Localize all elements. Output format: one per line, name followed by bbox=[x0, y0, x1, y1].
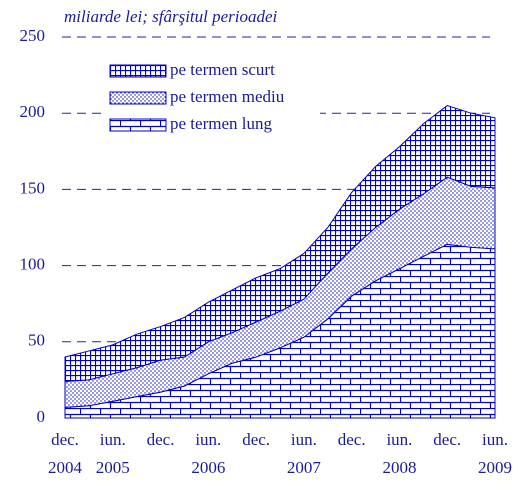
x-year-label: 2008 bbox=[382, 458, 416, 477]
x-year-label: 2007 bbox=[287, 458, 322, 477]
x-tick-label: iun. bbox=[195, 430, 221, 449]
area bbox=[64, 105, 496, 382]
y-tick-label: 150 bbox=[20, 178, 46, 197]
x-tick-label: dec. bbox=[242, 430, 270, 449]
x-tick-label: dec. bbox=[51, 430, 79, 449]
x-tick-label: dec. bbox=[147, 430, 175, 449]
y-tick-label: 0 bbox=[37, 407, 46, 426]
y-tick-label: 100 bbox=[20, 255, 46, 274]
legend-label: pe termen scurt bbox=[170, 60, 275, 79]
x-tick-label: iun. bbox=[386, 430, 412, 449]
x-year-label: 2009 bbox=[478, 458, 512, 477]
x-year-label: 2005 bbox=[96, 458, 130, 477]
x-tick-label: dec. bbox=[338, 430, 366, 449]
legend-swatch bbox=[109, 91, 167, 105]
x-year-label: 2004 bbox=[48, 458, 83, 477]
legend-label: pe termen lung bbox=[170, 114, 272, 133]
chart-title: miliarde lei; sfârşitul perioadei bbox=[64, 7, 278, 26]
y-tick-label: 250 bbox=[20, 26, 46, 45]
y-tick-label: 50 bbox=[28, 331, 45, 350]
y-tick-label: 200 bbox=[20, 102, 46, 121]
legend-swatch bbox=[109, 64, 167, 78]
x-tick-label: dec. bbox=[433, 430, 461, 449]
x-tick-label: iun. bbox=[482, 430, 508, 449]
x-year-label: 2006 bbox=[191, 458, 225, 477]
legend-label: pe termen mediu bbox=[170, 87, 285, 106]
legend-swatch bbox=[109, 118, 167, 132]
x-tick-label: iun. bbox=[100, 430, 126, 449]
x-tick-label: iun. bbox=[291, 430, 317, 449]
